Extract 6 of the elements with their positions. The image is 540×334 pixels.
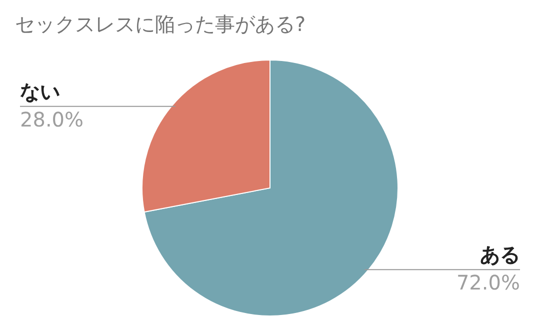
pie-slice xyxy=(144,60,398,316)
data-label: 72.0% xyxy=(456,270,520,295)
chart-title: セックスレスに陥った事がある? xyxy=(15,12,306,36)
slice-label: ない xyxy=(20,79,60,104)
slice-label: ある xyxy=(480,242,520,267)
data-label: 28.0% xyxy=(20,107,84,132)
